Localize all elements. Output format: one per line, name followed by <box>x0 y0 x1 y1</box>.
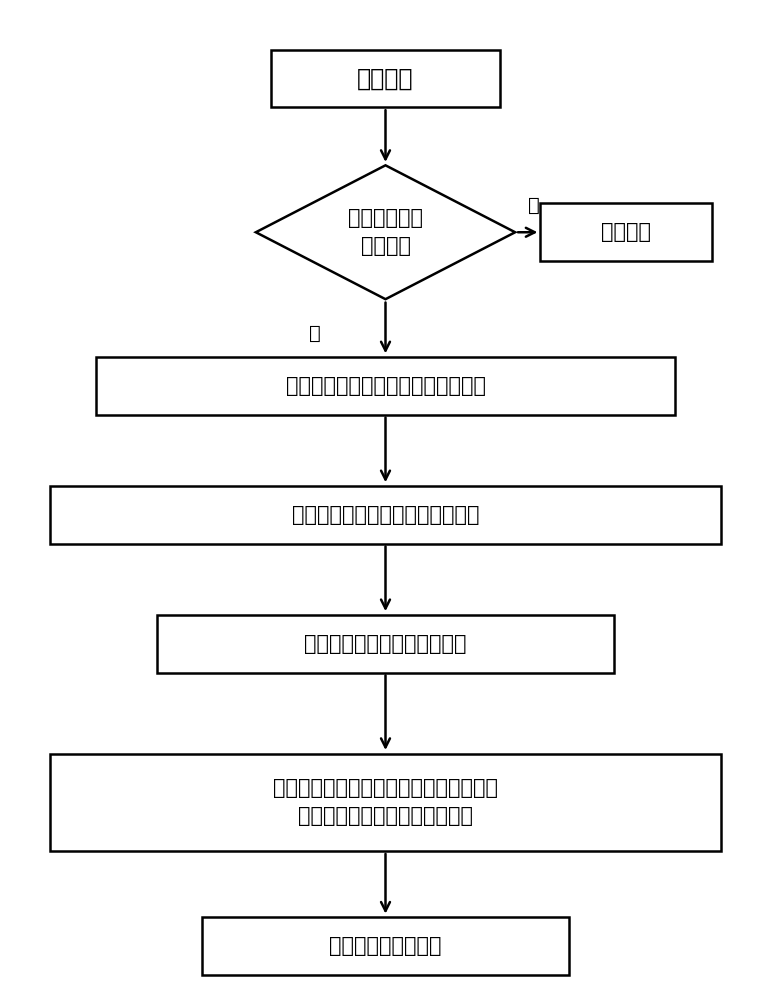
Text: 双极闭锁: 双极闭锁 <box>601 222 651 242</box>
Text: 断开所述旁路断路器: 断开所述旁路断路器 <box>329 936 442 956</box>
Text: 闭合送端和受端的所述旁路断路器: 闭合送端和受端的所述旁路断路器 <box>291 505 480 525</box>
Text: 闭合闭锁极的所述金属回路用隔离开关，
且闭合送端的所述金属回路开关: 闭合闭锁极的所述金属回路用隔离开关， 且闭合送端的所述金属回路开关 <box>273 778 498 826</box>
Text: 否: 否 <box>528 196 540 215</box>
Text: 是: 是 <box>309 324 322 343</box>
FancyBboxPatch shape <box>157 615 614 673</box>
Text: 断开送端和受端的换流变进线断路器: 断开送端和受端的换流变进线断路器 <box>285 376 486 396</box>
FancyBboxPatch shape <box>203 917 568 975</box>
Text: 断开所述金属回线转换断路器: 断开所述金属回线转换断路器 <box>305 634 466 654</box>
FancyBboxPatch shape <box>50 486 721 544</box>
Text: 判断是否允许
快速转换: 判断是否允许 快速转换 <box>348 208 423 256</box>
FancyBboxPatch shape <box>271 50 500 107</box>
FancyBboxPatch shape <box>50 754 721 851</box>
FancyBboxPatch shape <box>96 357 675 415</box>
FancyBboxPatch shape <box>540 203 712 261</box>
Polygon shape <box>256 165 515 299</box>
Text: 单极故障: 单极故障 <box>357 67 414 91</box>
